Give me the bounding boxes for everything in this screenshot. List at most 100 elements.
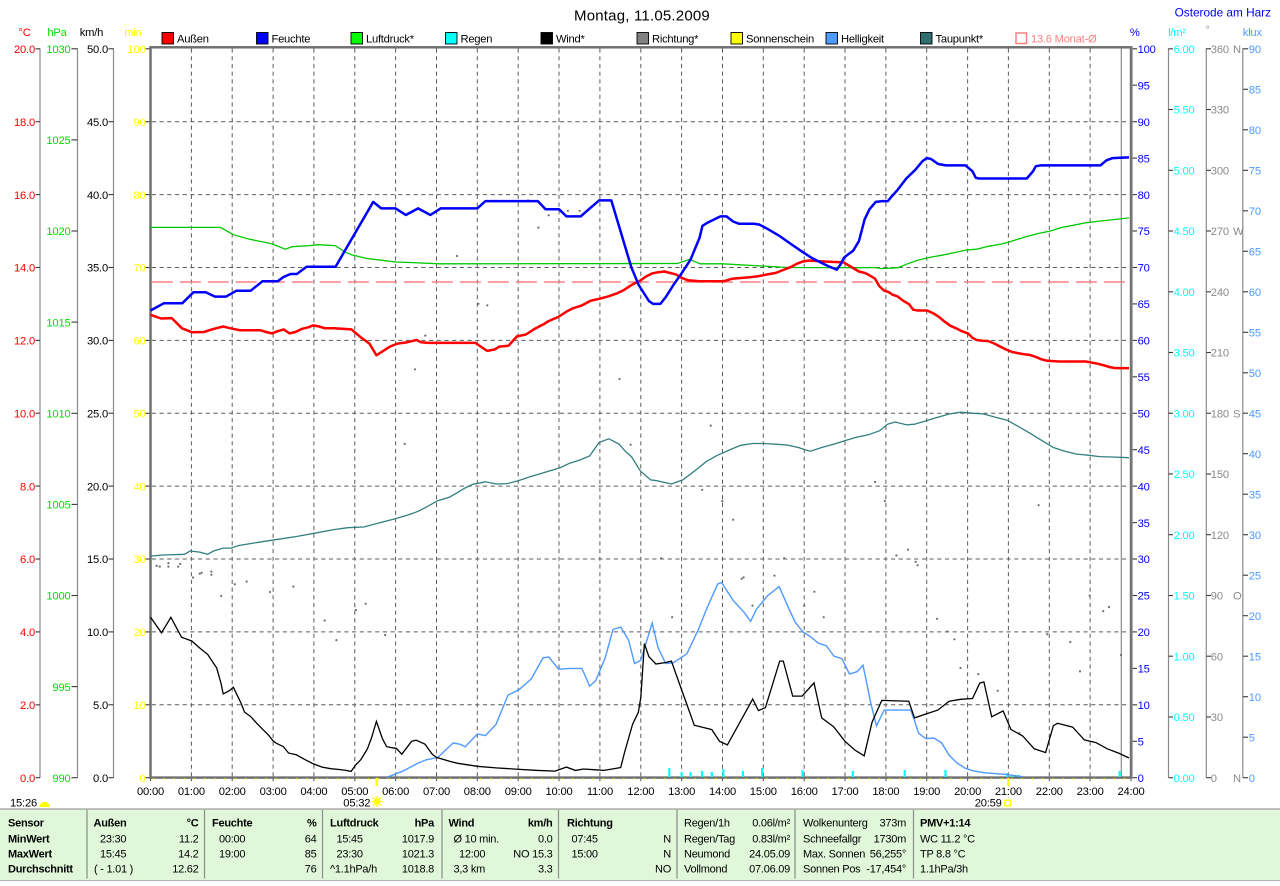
svg-text:12:00: 12:00: [459, 849, 485, 861]
svg-text:30: 30: [1211, 712, 1223, 724]
svg-text:76: 76: [305, 864, 317, 876]
svg-text:Sensor: Sensor: [8, 818, 45, 830]
svg-text:60: 60: [1211, 651, 1223, 663]
svg-text:4.00: 4.00: [1174, 287, 1195, 299]
svg-text:85: 85: [305, 849, 317, 861]
svg-text:km/h: km/h: [80, 27, 103, 39]
svg-text:20: 20: [1138, 627, 1150, 639]
svg-text:240: 240: [1211, 287, 1229, 299]
svg-text:05:32: 05:32: [343, 798, 370, 810]
svg-text:180: 180: [1211, 408, 1229, 420]
svg-text:Max. Sonnen: Max. Sonnen: [803, 849, 865, 861]
svg-text:5: 5: [1249, 732, 1255, 744]
svg-text:Sonnenschein: Sonnenschein: [746, 33, 814, 45]
svg-text:S: S: [1233, 408, 1240, 420]
svg-text:Taupunkt*: Taupunkt*: [936, 33, 984, 45]
svg-text:40: 40: [133, 481, 145, 493]
svg-text:300: 300: [1211, 166, 1229, 178]
svg-text:20.0: 20.0: [14, 44, 35, 56]
svg-text:NO 15.3: NO 15.3: [513, 849, 552, 861]
svg-text:Feuchte: Feuchte: [272, 33, 311, 45]
svg-text:95: 95: [1138, 80, 1150, 92]
svg-text:06:00: 06:00: [382, 786, 409, 798]
svg-text:Außen: Außen: [177, 33, 209, 45]
svg-text:Ø 10 min.: Ø 10 min.: [454, 834, 500, 846]
svg-text:1005: 1005: [46, 500, 70, 512]
svg-text:Regen: Regen: [461, 33, 493, 45]
svg-text:10: 10: [133, 700, 145, 712]
svg-text:50: 50: [133, 409, 145, 421]
svg-text:55: 55: [1249, 328, 1261, 340]
svg-text:22:00: 22:00: [1036, 786, 1063, 798]
svg-text:30: 30: [1249, 530, 1261, 542]
svg-text:20: 20: [133, 627, 145, 639]
svg-text:hPa: hPa: [47, 27, 67, 39]
svg-text:6.0: 6.0: [20, 554, 35, 566]
svg-text:°C: °C: [187, 818, 199, 830]
svg-text:2.0: 2.0: [20, 700, 35, 712]
svg-text:90: 90: [1211, 591, 1223, 603]
svg-text:0.50: 0.50: [1174, 712, 1195, 724]
svg-text:60: 60: [1138, 336, 1150, 348]
svg-text:0.0: 0.0: [538, 834, 553, 846]
svg-text:270: 270: [1211, 226, 1229, 238]
svg-text:3.3: 3.3: [538, 864, 553, 876]
svg-text:30: 30: [133, 554, 145, 566]
svg-text:16:00: 16:00: [791, 786, 818, 798]
svg-text:40: 40: [1138, 481, 1150, 493]
svg-text:°C: °C: [18, 27, 30, 39]
svg-text:13:00: 13:00: [668, 786, 695, 798]
svg-text:8.0: 8.0: [20, 481, 35, 493]
svg-text:20: 20: [1249, 611, 1261, 623]
svg-text:0: 0: [139, 773, 145, 785]
svg-text:40.0: 40.0: [87, 190, 108, 202]
svg-text:120: 120: [1211, 530, 1229, 542]
svg-text:Wind*: Wind*: [556, 33, 585, 45]
svg-text:Neumond: Neumond: [684, 849, 730, 861]
svg-text:90: 90: [1138, 117, 1150, 129]
svg-text:( - 1.01 ): ( - 1.01 ): [94, 864, 133, 876]
svg-text:4.50: 4.50: [1174, 226, 1195, 238]
svg-text:15:45: 15:45: [100, 849, 126, 861]
svg-text:20.0: 20.0: [87, 481, 108, 493]
svg-text:85: 85: [1249, 85, 1261, 97]
svg-text:40: 40: [1249, 449, 1261, 461]
svg-text:12.62: 12.62: [172, 864, 198, 876]
svg-text:Feuchte: Feuchte: [212, 818, 253, 830]
svg-text:11.2: 11.2: [179, 834, 199, 846]
svg-text:30.0: 30.0: [87, 336, 108, 348]
svg-text:90: 90: [1249, 44, 1261, 56]
svg-text:35.0: 35.0: [87, 263, 108, 275]
svg-text:Luftdruck: Luftdruck: [330, 818, 380, 830]
svg-text:0: 0: [1249, 773, 1255, 785]
svg-text:3,3 km: 3,3 km: [454, 864, 486, 876]
svg-text:0: 0: [1138, 773, 1144, 785]
svg-text:1018.8: 1018.8: [402, 864, 434, 876]
svg-text:4.0: 4.0: [20, 627, 35, 639]
svg-text:15: 15: [1138, 664, 1150, 676]
svg-text:85: 85: [1138, 153, 1150, 165]
svg-text:16.0: 16.0: [14, 190, 35, 202]
svg-text:65: 65: [1138, 299, 1150, 311]
svg-text:150: 150: [1211, 469, 1229, 481]
svg-text:1.50: 1.50: [1174, 591, 1195, 603]
svg-text:WC 11.2 °C: WC 11.2 °C: [920, 834, 975, 846]
svg-text:klux: klux: [1243, 27, 1263, 39]
svg-text:15:26: 15:26: [10, 798, 37, 810]
svg-text:NO: NO: [655, 864, 672, 876]
svg-text:Helligkeit: Helligkeit: [841, 33, 885, 45]
svg-text:1020: 1020: [46, 226, 70, 238]
svg-text:45: 45: [1138, 445, 1150, 457]
svg-text:Durchschnitt: Durchschnitt: [8, 864, 73, 876]
svg-text:90: 90: [133, 117, 145, 129]
svg-text:02:00: 02:00: [219, 786, 246, 798]
svg-text:N: N: [1233, 44, 1241, 56]
svg-text:17:00: 17:00: [832, 786, 859, 798]
svg-text:5: 5: [1138, 737, 1144, 749]
svg-text:18.0: 18.0: [14, 117, 35, 129]
svg-text:05:00: 05:00: [341, 786, 368, 798]
svg-text:Wind: Wind: [449, 818, 475, 830]
svg-text:12.0: 12.0: [14, 336, 35, 348]
svg-text:N: N: [663, 834, 671, 846]
svg-text:25: 25: [1249, 570, 1261, 582]
